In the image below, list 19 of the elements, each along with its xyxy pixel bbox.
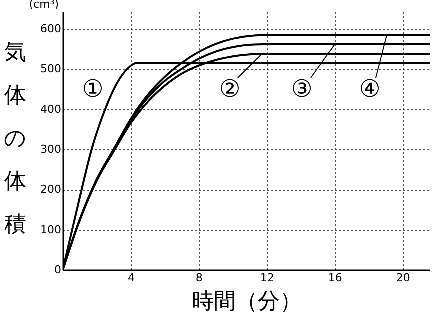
text: (cm³) bbox=[29, 0, 59, 11]
legend-label: ③ bbox=[291, 75, 313, 103]
x-tick-label: 12 bbox=[260, 272, 274, 284]
x-tick-label: 8 bbox=[196, 272, 203, 284]
legend-label: ② bbox=[219, 75, 241, 103]
y-axis-title: 気体の体積 bbox=[4, 40, 27, 238]
y-tick-label: 400 bbox=[40, 102, 62, 116]
x-tick-label: 20 bbox=[396, 272, 410, 284]
y-tick-label: 500 bbox=[40, 62, 62, 76]
y-tick-label: 0 bbox=[54, 264, 62, 276]
y-tick-label: 300 bbox=[40, 142, 62, 156]
y-tick-label: 100 bbox=[40, 223, 62, 236]
x-tick-label: 16 bbox=[328, 272, 342, 284]
x-tick-label: 4 bbox=[128, 272, 135, 284]
legend-label: ④ bbox=[359, 75, 381, 103]
x-axis-title: 時間（分） bbox=[192, 290, 302, 314]
series-label: ① bbox=[82, 75, 104, 103]
y-tick-label: 200 bbox=[40, 183, 62, 196]
y-tick-label: 600 bbox=[40, 22, 62, 36]
